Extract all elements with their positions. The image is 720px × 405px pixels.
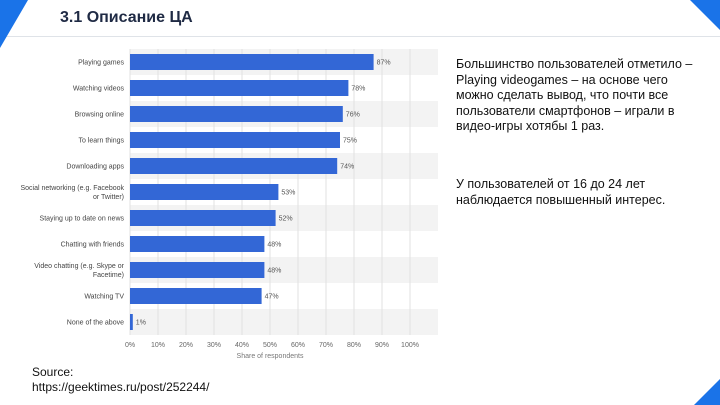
description-paragraph-1: Большинство пользователей отметило – Pla… [456,57,693,133]
value-label: 1% [136,320,146,327]
bar [130,314,133,330]
description-paragraph-2: У пользователей от 16 до 24 лет наблюдае… [456,177,666,207]
x-tick-label: 50% [263,342,277,349]
category-label: Social networking (e.g. Facebook or Twitt… [21,185,125,201]
category-label: Staying up to date on news [40,216,125,223]
category-label: Chatting with friends [61,242,125,249]
x-tick-label: 100% [401,342,419,349]
x-tick-label: 80% [347,342,361,349]
category-label: Video chatting (e.g. Skype or Facetime) [34,263,124,279]
value-label: 47% [265,294,279,301]
category-label: To learn things [78,138,124,145]
value-label: 76% [346,112,360,119]
value-label: 52% [279,216,293,223]
bar [130,236,265,252]
value-label: 75% [343,138,357,145]
bar [130,158,338,174]
bar [130,132,340,148]
value-label: 48% [267,242,281,249]
category-label: Browsing online [75,112,125,119]
x-axis-label: Share of respondents [237,353,304,360]
source-label: Source: [32,365,74,379]
category-label: Watching TV [84,294,124,301]
page-title: 3.1 Описание ЦА [60,9,193,26]
value-label: 78% [351,86,365,93]
bar [130,106,343,122]
value-label: 74% [340,164,354,171]
bar [130,288,262,304]
corner-accent-top-left [0,0,28,48]
corner-accent-top-right [690,0,720,30]
category-label: Playing games [78,60,124,67]
bar [130,184,279,200]
bar-chart: 0% 10% 20% 30% 40% 50% 60% 70% 80% 90% 100% Playing… [21,49,438,360]
bar [130,210,276,226]
x-tick-label: 20% [179,342,193,349]
x-tick-label: 60% [291,342,305,349]
bar [130,262,265,278]
bar [130,54,374,70]
header-background [0,0,720,36]
header-divider [0,0,720,37]
row-stripe [130,309,438,335]
x-tick-label: 90% [375,342,389,349]
category-label: Downloading apps [66,164,124,171]
bar [130,80,349,96]
x-tick-label: 40% [235,342,249,349]
x-tick-label: 30% [207,342,221,349]
x-tick-label: 0% [125,342,135,349]
value-label: 87% [377,60,391,67]
x-tick-label: 10% [151,342,165,349]
x-tick-label: 70% [319,342,333,349]
category-label: None of the above [67,320,124,327]
source-url[interactable]: https://geektimes.ru/post/252244/ [32,380,210,394]
value-label: 53% [281,190,295,197]
corner-accent-bottom-right [694,379,720,405]
category-label: Watching videos [73,86,125,93]
value-label: 48% [267,268,281,275]
source-note: Source: https://geektimes.ru/post/252244… [32,365,209,395]
